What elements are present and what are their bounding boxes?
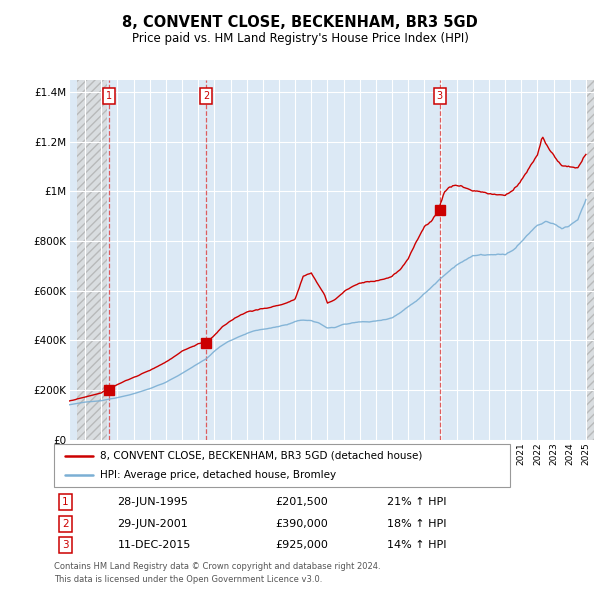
Text: 2: 2 bbox=[62, 519, 69, 529]
Text: 8, CONVENT CLOSE, BECKENHAM, BR3 5GD: 8, CONVENT CLOSE, BECKENHAM, BR3 5GD bbox=[122, 15, 478, 30]
Text: 1: 1 bbox=[106, 91, 112, 101]
Text: £925,000: £925,000 bbox=[276, 540, 329, 550]
Text: Contains HM Land Registry data © Crown copyright and database right 2024.: Contains HM Land Registry data © Crown c… bbox=[54, 562, 380, 571]
Text: 8, CONVENT CLOSE, BECKENHAM, BR3 5GD (detached house): 8, CONVENT CLOSE, BECKENHAM, BR3 5GD (de… bbox=[100, 451, 422, 461]
Bar bbox=[77, 80, 107, 440]
Text: 2: 2 bbox=[203, 91, 209, 101]
Text: £201,500: £201,500 bbox=[276, 497, 329, 507]
Text: 14% ↑ HPI: 14% ↑ HPI bbox=[386, 540, 446, 550]
Text: 28-JUN-1995: 28-JUN-1995 bbox=[118, 497, 188, 507]
Text: This data is licensed under the Open Government Licence v3.0.: This data is licensed under the Open Gov… bbox=[54, 575, 322, 584]
Text: 3: 3 bbox=[437, 91, 443, 101]
Text: 1: 1 bbox=[62, 497, 69, 507]
FancyBboxPatch shape bbox=[54, 444, 510, 487]
Text: 21% ↑ HPI: 21% ↑ HPI bbox=[386, 497, 446, 507]
Text: £390,000: £390,000 bbox=[276, 519, 329, 529]
Text: 18% ↑ HPI: 18% ↑ HPI bbox=[386, 519, 446, 529]
Bar bbox=[77, 80, 107, 440]
Text: 11-DEC-2015: 11-DEC-2015 bbox=[118, 540, 191, 550]
Text: 3: 3 bbox=[62, 540, 69, 550]
Text: Price paid vs. HM Land Registry's House Price Index (HPI): Price paid vs. HM Land Registry's House … bbox=[131, 32, 469, 45]
Bar bbox=[586, 80, 594, 440]
Text: 29-JUN-2001: 29-JUN-2001 bbox=[118, 519, 188, 529]
Text: HPI: Average price, detached house, Bromley: HPI: Average price, detached house, Brom… bbox=[100, 470, 336, 480]
